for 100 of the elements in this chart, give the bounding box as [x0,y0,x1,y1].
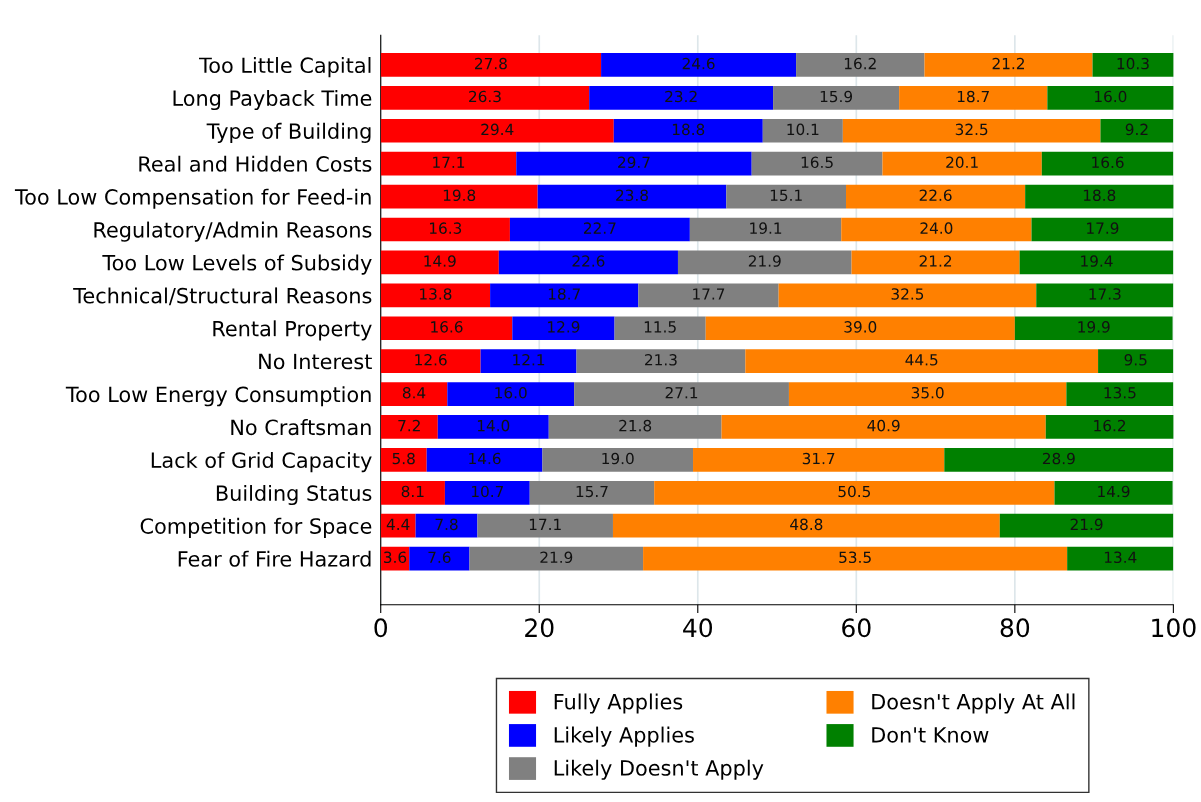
y-tick-label: Technical/Structural Reasons [73,287,372,306]
bar [380,448,427,472]
data-label: 32.5 [891,288,924,300]
bar [612,513,1000,538]
bar [773,85,900,110]
x-tick-label: 100 [1152,618,1196,638]
data-label: 23.2 [665,90,697,103]
y-tick-label: Lack of Grid Capacity [151,451,372,473]
data-label: 39.0 [844,321,877,333]
bar [529,480,655,505]
bar [498,250,678,275]
data-label: 22.6 [572,255,605,267]
data-label: 16.0 [1095,90,1127,103]
bar [426,448,543,472]
bar [1031,217,1174,242]
data-label: 10.3 [1117,57,1149,70]
bar [899,85,1048,110]
legend-label: Likely Doesn't Apply [554,759,764,780]
bar [380,382,448,406]
data-label: 50.5 [838,485,871,498]
data-label: 13.4 [1104,551,1137,564]
y-tick-label: Too Low Levels of Subsidy [102,254,372,275]
y-tick-label: Competition for Space [140,517,372,538]
bar [447,382,575,406]
data-label: 12.6 [415,354,447,366]
data-label: 24.6 [682,57,715,70]
data-label: 20.1 [946,156,978,169]
bar [638,283,779,308]
bar [1019,250,1174,275]
bar [601,53,797,77]
data-label: 7.6 [428,551,451,564]
data-label: 16.3 [429,222,462,234]
bar [380,513,416,538]
data-label: 10.1 [787,123,819,136]
data-label: 21.3 [645,354,677,366]
y-tick-label: No Craftsman [231,419,371,436]
bar [380,184,538,209]
data-label: 21.2 [992,57,1024,70]
bar [380,217,510,242]
x-tick-label: 40 [683,618,713,638]
bar [882,151,1042,176]
data-label: 48.8 [790,518,823,531]
bar [1047,85,1174,110]
data-label: 16.5 [801,156,833,169]
bar [1041,151,1174,176]
data-label: 27.8 [475,57,507,70]
bar [851,250,1020,275]
bar [437,415,549,439]
bar [380,480,445,505]
data-label: 16.0 [495,386,527,399]
data-label: 40.9 [867,419,900,432]
data-label: 28.9 [1042,452,1075,465]
bar [999,513,1174,538]
legend-label: Doesn't Apply At All [872,693,1075,714]
bar [380,283,491,308]
bar [380,151,517,176]
bar [1098,349,1174,373]
bar [842,118,1101,143]
bar [1025,184,1174,209]
data-label: 11.5 [644,321,676,333]
data-label: 18.8 [1083,189,1116,201]
data-label: 17.1 [433,156,465,168]
data-label: 4.4 [386,518,410,530]
bar [548,415,722,439]
data-label: 22.6 [919,189,952,201]
y-tick-label: No Interest [259,353,372,370]
bar [542,448,694,472]
data-label: 53.5 [839,551,871,564]
bar [380,53,602,77]
data-label: 35.0 [911,386,944,399]
bar [643,546,1068,571]
data-label: 16.6 [1092,156,1124,169]
data-label: 18.7 [548,288,580,300]
bar [689,217,842,242]
bar [721,415,1046,439]
data-label: 16.2 [844,57,876,70]
bar [537,184,727,209]
data-label: 10.7 [472,485,504,498]
data-label: 18.8 [672,123,705,136]
data-label: 14.6 [469,452,501,465]
data-label: 14.9 [1098,485,1130,498]
bar [380,250,499,275]
bar [490,283,639,308]
data-label: 32.5 [955,123,988,136]
x-tick-label: 0 [374,618,388,638]
data-label: 17.7 [693,288,725,300]
legend-label: Don't Know [872,727,989,743]
data-label: 19.0 [602,452,634,465]
x-tick-label: 80 [1000,618,1030,638]
bar [444,480,530,505]
data-label: 19.9 [1078,321,1110,333]
data-label: 22.7 [584,222,616,234]
bar [589,85,774,110]
y-tick-label: Regulatory/Admin Reasons [94,221,372,242]
bar [778,283,1037,308]
data-label: 21.8 [619,419,652,432]
bar [380,349,481,373]
bar [1054,480,1173,505]
data-label: 31.7 [802,452,835,465]
bar [415,513,478,538]
